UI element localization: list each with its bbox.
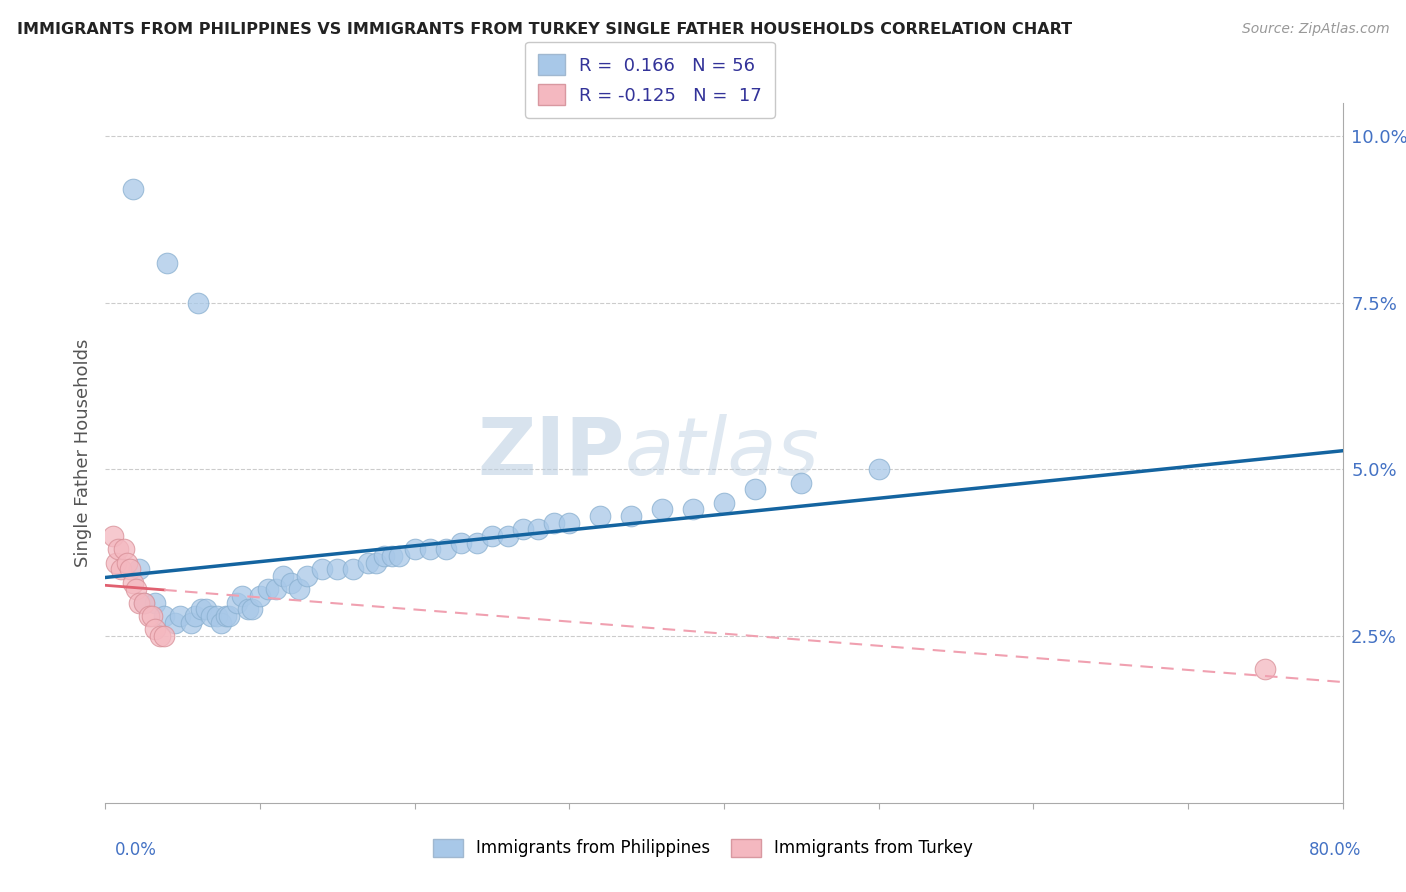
Point	[651, 502, 673, 516]
Point	[143, 623, 166, 637]
Point	[450, 535, 472, 549]
Point	[103, 529, 124, 543]
Text: IMMIGRANTS FROM PHILIPPINES VS IMMIGRANTS FROM TURKEY SINGLE FATHER HOUSEHOLDS C: IMMIGRANTS FROM PHILIPPINES VS IMMIGRANT…	[17, 22, 1071, 37]
Text: 0.0%: 0.0%	[115, 840, 157, 858]
Point	[868, 462, 890, 476]
Point	[256, 582, 278, 597]
Point	[790, 475, 813, 490]
Point	[620, 509, 643, 524]
Text: Source: ZipAtlas.com: Source: ZipAtlas.com	[1241, 22, 1389, 37]
Point	[194, 602, 217, 616]
Y-axis label: Single Father Households: Single Father Households	[73, 338, 91, 567]
Point	[380, 549, 402, 563]
Point	[211, 615, 233, 630]
Point	[342, 562, 364, 576]
Point	[128, 596, 150, 610]
Point	[105, 556, 128, 570]
Point	[153, 629, 176, 643]
Text: atlas: atlas	[626, 414, 820, 491]
Point	[273, 569, 295, 583]
Point	[180, 615, 202, 630]
Legend: R =  0.166   N = 56, R = -0.125   N =  17: R = 0.166 N = 56, R = -0.125 N = 17	[524, 42, 775, 118]
Point	[543, 516, 565, 530]
Point	[143, 596, 166, 610]
Point	[125, 582, 148, 597]
Point	[163, 615, 186, 630]
Point	[215, 609, 238, 624]
Point	[231, 589, 253, 603]
Point	[205, 609, 228, 624]
Point	[326, 562, 349, 576]
Point	[115, 556, 138, 570]
Point	[187, 295, 209, 310]
Point	[1254, 662, 1277, 676]
Point	[138, 609, 160, 624]
Text: 80.0%: 80.0%	[1309, 840, 1361, 858]
Point	[120, 562, 142, 576]
Point	[107, 542, 129, 557]
Point	[373, 549, 395, 563]
Point	[156, 255, 179, 269]
Point	[190, 602, 212, 616]
Point	[419, 542, 441, 557]
Point	[132, 596, 156, 610]
Point	[236, 602, 259, 616]
Point	[132, 596, 156, 610]
Point	[249, 589, 271, 603]
Point	[200, 609, 222, 624]
Point	[465, 535, 488, 549]
Point	[311, 562, 333, 576]
Point	[242, 602, 264, 616]
Point	[357, 556, 380, 570]
Point	[153, 609, 176, 624]
Legend: Immigrants from Philippines, Immigrants from Turkey: Immigrants from Philippines, Immigrants …	[426, 832, 980, 864]
Point	[122, 575, 145, 590]
Point	[713, 496, 735, 510]
Point	[496, 529, 519, 543]
Point	[264, 582, 287, 597]
Point	[225, 596, 249, 610]
Point	[589, 509, 612, 524]
Point	[434, 542, 457, 557]
Point	[744, 483, 766, 497]
Point	[122, 182, 145, 196]
Point	[682, 502, 704, 516]
Point	[388, 549, 411, 563]
Point	[149, 629, 172, 643]
Point	[558, 516, 581, 530]
Point	[218, 609, 240, 624]
Point	[141, 609, 163, 624]
Text: ZIP: ZIP	[478, 414, 626, 491]
Point	[128, 562, 150, 576]
Point	[112, 542, 135, 557]
Point	[280, 575, 302, 590]
Point	[169, 609, 191, 624]
Point	[364, 556, 387, 570]
Point	[527, 522, 550, 536]
Point	[184, 609, 207, 624]
Point	[287, 582, 309, 597]
Point	[481, 529, 503, 543]
Point	[512, 522, 534, 536]
Point	[295, 569, 318, 583]
Point	[404, 542, 426, 557]
Point	[110, 562, 132, 576]
